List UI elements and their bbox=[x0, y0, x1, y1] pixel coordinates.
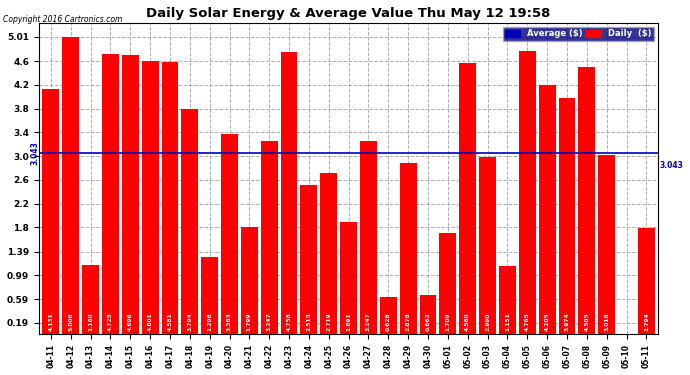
Bar bbox=[440, 232, 456, 334]
Text: 1.160: 1.160 bbox=[88, 312, 93, 331]
Bar bbox=[241, 227, 258, 334]
Text: 4.131: 4.131 bbox=[48, 312, 53, 331]
Bar bbox=[122, 56, 139, 334]
Bar bbox=[460, 63, 476, 334]
Text: 3.794: 3.794 bbox=[187, 312, 193, 331]
Text: 2.990: 2.990 bbox=[485, 313, 490, 331]
Bar bbox=[42, 89, 59, 334]
Text: 1.799: 1.799 bbox=[247, 313, 252, 331]
Text: 4.765: 4.765 bbox=[525, 312, 530, 331]
Bar bbox=[638, 228, 655, 334]
Text: 0.628: 0.628 bbox=[386, 312, 391, 331]
Bar bbox=[539, 84, 555, 334]
Bar bbox=[141, 61, 159, 334]
Text: 1.151: 1.151 bbox=[505, 312, 510, 331]
Text: 4.601: 4.601 bbox=[148, 312, 152, 331]
Bar bbox=[420, 295, 437, 334]
Text: 3.247: 3.247 bbox=[267, 312, 272, 331]
Bar bbox=[598, 155, 615, 334]
Bar bbox=[300, 185, 317, 334]
Bar bbox=[161, 62, 179, 334]
Text: 4.725: 4.725 bbox=[108, 312, 113, 331]
Text: 4.505: 4.505 bbox=[584, 312, 589, 331]
Bar bbox=[400, 163, 417, 334]
Text: 3.974: 3.974 bbox=[564, 312, 569, 331]
Bar bbox=[320, 173, 337, 334]
Legend: Average ($), Daily  ($): Average ($), Daily ($) bbox=[502, 27, 654, 40]
Bar bbox=[559, 98, 575, 334]
Bar bbox=[201, 257, 218, 334]
Text: 3.043: 3.043 bbox=[660, 160, 683, 170]
Text: 3.247: 3.247 bbox=[366, 312, 371, 331]
Text: 5.006: 5.006 bbox=[68, 313, 73, 331]
Text: 1.794: 1.794 bbox=[644, 312, 649, 331]
Text: 4.581: 4.581 bbox=[168, 312, 172, 331]
Bar bbox=[519, 51, 535, 334]
Text: 1.709: 1.709 bbox=[445, 313, 451, 331]
Bar bbox=[221, 135, 238, 334]
Title: Daily Solar Energy & Average Value Thu May 12 19:58: Daily Solar Energy & Average Value Thu M… bbox=[146, 7, 551, 20]
Text: 2.515: 2.515 bbox=[306, 312, 311, 331]
Bar bbox=[82, 265, 99, 334]
Bar bbox=[181, 109, 198, 334]
Bar bbox=[479, 157, 496, 334]
Bar bbox=[499, 266, 516, 334]
Text: 3.043: 3.043 bbox=[30, 141, 39, 165]
Text: 2.878: 2.878 bbox=[406, 312, 411, 331]
Text: 3.363: 3.363 bbox=[227, 312, 232, 331]
Bar bbox=[340, 222, 357, 334]
Bar bbox=[281, 52, 297, 334]
Text: 1.891: 1.891 bbox=[346, 312, 351, 331]
Text: 4.560: 4.560 bbox=[465, 312, 471, 331]
Text: 4.696: 4.696 bbox=[128, 312, 132, 331]
Bar bbox=[62, 37, 79, 334]
Text: 1.298: 1.298 bbox=[207, 312, 212, 331]
Bar bbox=[261, 141, 277, 334]
Bar bbox=[102, 54, 119, 334]
Bar bbox=[360, 141, 377, 334]
Text: 2.719: 2.719 bbox=[326, 312, 331, 331]
Text: 4.205: 4.205 bbox=[544, 312, 550, 331]
Text: 3.016: 3.016 bbox=[604, 312, 609, 331]
Bar bbox=[578, 67, 595, 334]
Text: 4.758: 4.758 bbox=[286, 312, 292, 331]
Text: Copyright 2016 Cartronics.com: Copyright 2016 Cartronics.com bbox=[3, 15, 123, 24]
Bar bbox=[380, 297, 397, 334]
Text: 0.662: 0.662 bbox=[426, 312, 431, 331]
